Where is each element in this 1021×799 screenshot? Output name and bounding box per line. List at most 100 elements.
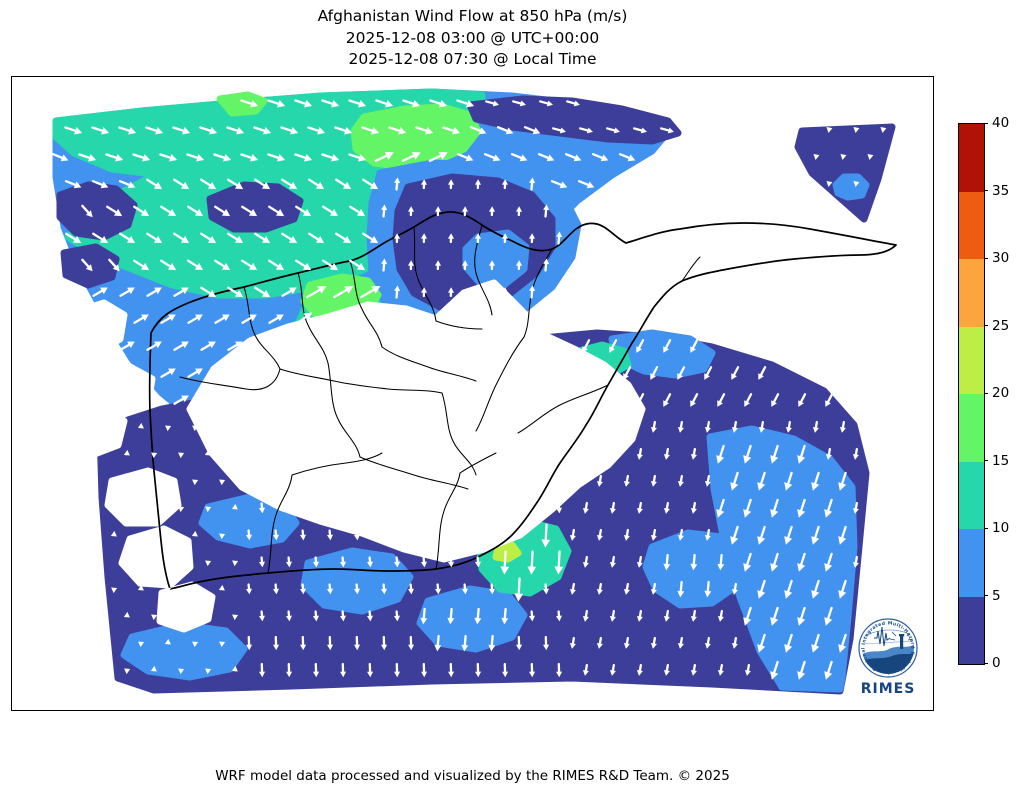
wind-arrow [258,502,266,514]
wind-arrow [770,660,779,680]
wind-arrow [321,153,340,162]
wind-arrow [461,634,469,652]
wind-arrow [92,287,108,297]
wind-arrow [178,506,185,513]
colorbar-tick [984,595,988,597]
wind-arrow [214,205,231,217]
wind-arrow [285,556,293,568]
wind-arrow [770,498,779,518]
wind-arrow [770,552,779,572]
wind-arrow [178,452,185,459]
wind-arrow [483,153,501,162]
wind-arrow [717,393,726,407]
wind-arrow [826,127,833,133]
wind-arrow [420,607,428,625]
wind-arrow [191,530,198,537]
wind-arrow [475,662,482,678]
wind-arrow [556,662,563,678]
wind-arrow [231,665,238,672]
wind-arrow [474,556,482,568]
wind-arrow [105,153,124,162]
wind-arrow [145,126,164,135]
wind-speed-region-southYG [492,541,522,563]
wind-arrow [757,579,766,599]
colorbar-tick [984,325,988,327]
wind-arrow [797,606,806,626]
wind-arrow [227,232,244,244]
colorbar [958,123,985,665]
wind-arrow [852,447,859,460]
wind-arrow [146,178,163,190]
wind-arrow [537,153,555,162]
wind-arrow [442,126,461,135]
map-axes-frame [11,76,934,711]
wind-arrow [353,583,361,595]
wind-arrow [564,153,582,162]
wind-arrow [173,232,190,244]
wind-arrow [160,259,177,271]
wind-arrow [281,232,298,244]
wind-arrow [313,662,320,678]
wind-arrow [731,636,738,649]
wind-arrow [514,577,524,602]
wind-arrow [420,233,427,244]
wind-arrow [529,177,536,191]
wind-arrow [151,452,158,459]
rimes-logo-icon: Regional Integrated Multi-Hazard Early W… [853,612,918,678]
wind-arrow [214,314,230,324]
masked-region-whiteSW3 [156,581,216,633]
wind-arrow [731,366,740,380]
wind-arrow [348,99,367,108]
wind-arrow [704,636,711,649]
wind-arrow [623,474,630,487]
wind-arrow [205,668,212,675]
wind-arrow [92,232,109,244]
wind-arrow [447,607,455,625]
wind-arrow [354,635,361,651]
wind-arrow [839,420,846,433]
wind-arrow [434,260,441,271]
wind-arrow [569,528,576,541]
wind-arrow [704,580,712,598]
wind-arrow [312,556,320,568]
wind-arrow [824,606,833,626]
wind-arrow [500,550,510,575]
colorbar-tick [984,392,988,394]
wind-arrow [731,420,738,433]
masked-region-whiteW1 [66,299,128,357]
wind-arrow [825,447,832,460]
wind-arrow [160,368,176,378]
wind-arrow [618,153,636,162]
wind-arrow [704,528,711,541]
wind-arrow [374,151,394,162]
wind-arrow [200,178,217,190]
wind-arrow [636,609,643,622]
masked-region-whiteW3 [64,403,128,459]
wind-arrow [172,126,191,135]
wind-arrow [132,153,151,162]
wind-arrow [254,286,271,298]
wind-arrow [219,533,226,540]
wind-arrow [245,529,253,541]
wind-arrow [173,395,189,405]
wind-arrow [133,259,150,271]
wind-arrow [543,204,550,218]
wind-arrow [286,662,293,678]
colorbar-tick-label: 30 [992,250,1010,266]
province-border [243,286,281,370]
wind-arrow [596,636,603,649]
wind-arrow [299,583,307,595]
province-border [297,272,329,364]
wind-arrow [326,583,334,595]
wind-arrow [307,126,326,135]
wind-arrow [633,127,647,134]
wind-arrow [555,502,563,514]
wind-arrow [340,662,347,678]
wind-arrow [501,287,508,298]
wind-arrow [636,393,645,407]
wind-arrow-layer [51,99,887,680]
wind-arrow [838,525,847,545]
wind-arrow [677,528,684,541]
wind-arrow [677,580,685,598]
wind-arrow [663,663,670,676]
